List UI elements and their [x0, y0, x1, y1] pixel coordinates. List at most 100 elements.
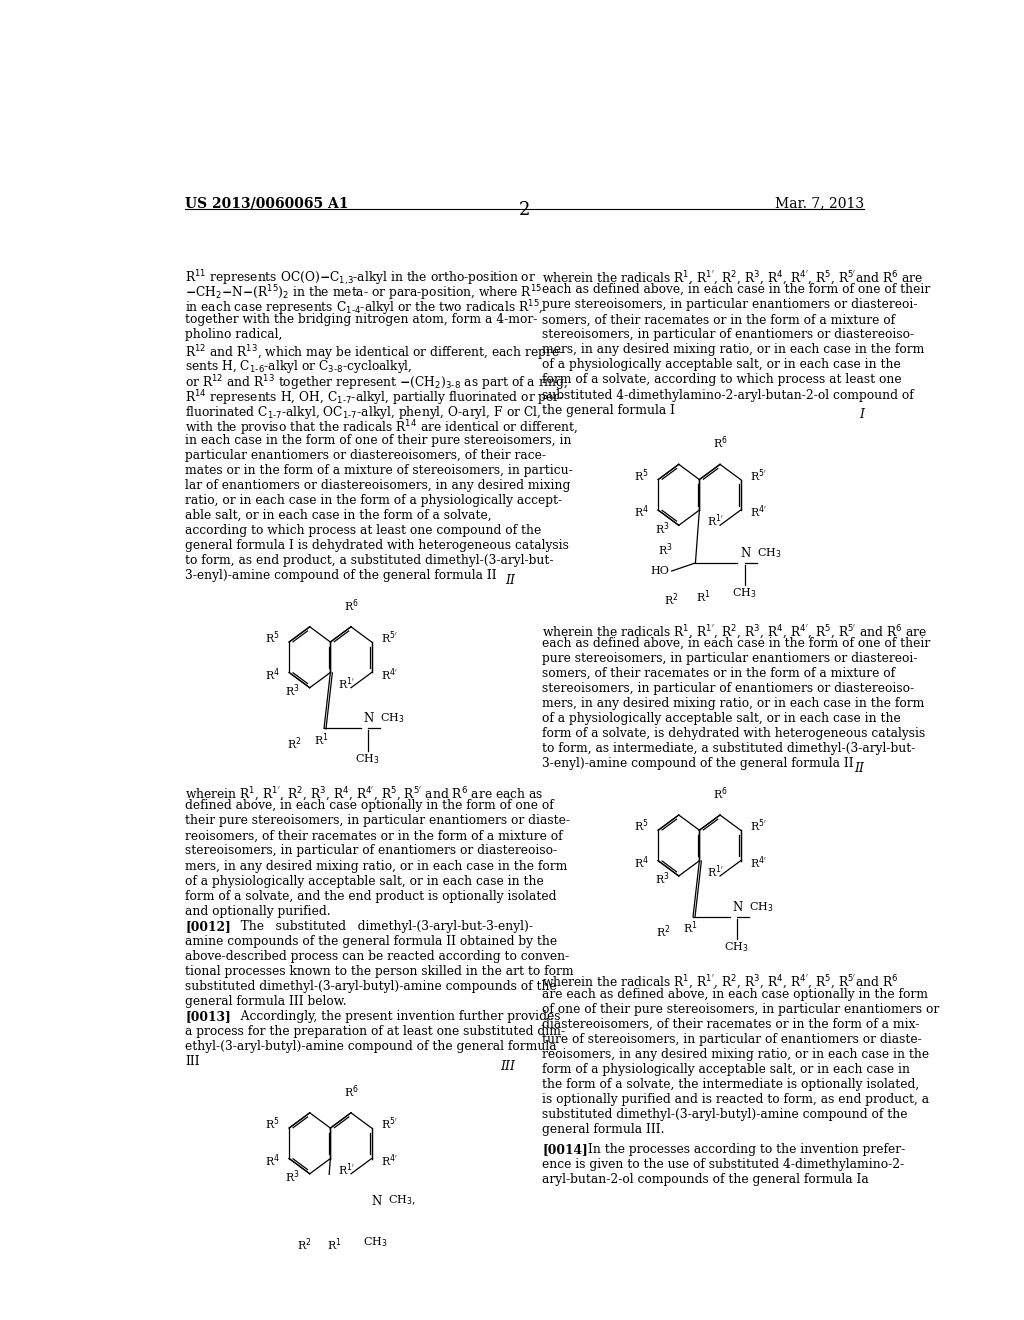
Text: of a physiologically acceptable salt, or in each case in the: of a physiologically acceptable salt, or…: [543, 359, 901, 371]
Text: R$^{5'}$: R$^{5'}$: [381, 1115, 398, 1133]
Text: somers, of their racemates or in the form of a mixture of: somers, of their racemates or in the for…: [543, 313, 895, 326]
Text: CH$_3$: CH$_3$: [364, 1234, 388, 1249]
Text: [0012]: [0012]: [185, 920, 230, 933]
Text: R$^{5'}$: R$^{5'}$: [751, 818, 767, 834]
Text: R$^{4'}$: R$^{4'}$: [381, 667, 398, 682]
Text: of one of their pure stereoisomers, in particular enantiomers or: of one of their pure stereoisomers, in p…: [543, 1003, 939, 1015]
Text: diastereoisomers, of their racemates or in the form of a mix-: diastereoisomers, of their racemates or …: [543, 1018, 920, 1031]
Text: R$^2$: R$^2$: [665, 591, 679, 609]
Text: R$^4$: R$^4$: [264, 667, 280, 682]
Text: III: III: [185, 1055, 200, 1068]
Text: $\mathbf{-}$CH$_2$$\mathbf{-}$N$\mathbf{-}$(R$^{15}$)$_2$ in the meta- or para-p: $\mathbf{-}$CH$_2$$\mathbf{-}$N$\mathbf{…: [185, 284, 543, 302]
Text: R$^1$: R$^1$: [696, 589, 711, 605]
Text: to form, as intermediate, a substituted dimethyl-(3-aryl-but-: to form, as intermediate, a substituted …: [543, 742, 915, 755]
Text: of a physiologically acceptable salt, or in each case in the: of a physiologically acceptable salt, or…: [543, 711, 901, 725]
Text: pure stereoisomers, in particular enantiomers or diastereoi-: pure stereoisomers, in particular enanti…: [543, 298, 918, 312]
Text: R$^2$: R$^2$: [656, 924, 671, 940]
Text: III: III: [501, 1060, 515, 1073]
Text: R$^1$: R$^1$: [314, 731, 329, 748]
Text: R$^{12}$ and R$^{13}$, which may be identical or different, each repre-: R$^{12}$ and R$^{13}$, which may be iden…: [185, 343, 564, 363]
Text: according to which process at least one compound of the: according to which process at least one …: [185, 524, 542, 537]
Text: lar of enantiomers or diastereoisomers, in any desired mixing: lar of enantiomers or diastereoisomers, …: [185, 479, 570, 492]
Text: ratio, or in each case in the form of a physiologically accept-: ratio, or in each case in the form of a …: [185, 494, 562, 507]
Text: reoisomers, of their racemates or in the form of a mixture of: reoisomers, of their racemates or in the…: [185, 829, 563, 842]
Text: able salt, or in each case in the form of a solvate,: able salt, or in each case in the form o…: [185, 508, 492, 521]
Text: Accordingly, the present invention further provides: Accordingly, the present invention furth…: [228, 1010, 560, 1023]
Text: defined above, in each case optionally in the form of one of: defined above, in each case optionally i…: [185, 800, 554, 812]
Text: 3-enyl)-amine compound of the general formula II: 3-enyl)-amine compound of the general fo…: [543, 758, 854, 771]
Text: ethyl-(3-aryl-butyl)-amine compound of the general formula: ethyl-(3-aryl-butyl)-amine compound of t…: [185, 1040, 557, 1053]
Text: mates or in the form of a mixture of stereoisomers, in particu-: mates or in the form of a mixture of ste…: [185, 463, 572, 477]
Text: N: N: [740, 546, 751, 560]
Text: II: II: [854, 762, 864, 775]
Text: the form of a solvate, the intermediate is optionally isolated,: the form of a solvate, the intermediate …: [543, 1078, 920, 1090]
Text: in each case in the form of one of their pure stereoisomers, in: in each case in the form of one of their…: [185, 434, 571, 446]
Text: substituted 4-dimethylamino-2-aryl-butan-2-ol compound of: substituted 4-dimethylamino-2-aryl-butan…: [543, 388, 914, 401]
Text: CH$_3$: CH$_3$: [724, 940, 749, 954]
Text: R$^3$: R$^3$: [654, 520, 670, 537]
Text: sents H, C$_{1\text{-}6}$-alkyl or C$_{3\text{-}8}$-cycloalkyl,: sents H, C$_{1\text{-}6}$-alkyl or C$_{3…: [185, 359, 413, 375]
Text: US 2013/0060065 A1: US 2013/0060065 A1: [185, 195, 348, 210]
Text: form of a physiologically acceptable salt, or in each case in: form of a physiologically acceptable sal…: [543, 1063, 910, 1076]
Text: form of a solvate, and the end product is optionally isolated: form of a solvate, and the end product i…: [185, 890, 557, 903]
Text: R$^{5'}$: R$^{5'}$: [381, 630, 398, 645]
Text: fluorinated C$_{1\text{-}7}$-alkyl, OC$_{1\text{-}7}$-alkyl, phenyl, O-aryl, F o: fluorinated C$_{1\text{-}7}$-alkyl, OC$_…: [185, 404, 542, 421]
Text: R$^5$: R$^5$: [634, 467, 648, 484]
Text: R$^6$: R$^6$: [344, 597, 358, 614]
Text: [0014]: [0014]: [543, 1143, 588, 1156]
Text: R$^3$: R$^3$: [286, 682, 300, 700]
Text: I: I: [859, 408, 864, 421]
Text: reoisomers, in any desired mixing ratio, or in each case in the: reoisomers, in any desired mixing ratio,…: [543, 1048, 930, 1061]
Text: the general formula I: the general formula I: [543, 404, 675, 417]
Text: wherein the radicals R$^1$, R$^{1'}$, R$^2$, R$^3$, R$^4$, R$^{4'}$, R$^5$, R$^{: wherein the radicals R$^1$, R$^{1'}$, R$…: [543, 622, 927, 640]
Text: CH$_3$,: CH$_3$,: [388, 1193, 416, 1208]
Text: is optionally purified and is reacted to form, as end product, a: is optionally purified and is reacted to…: [543, 1093, 930, 1106]
Text: CH$_3$: CH$_3$: [355, 752, 380, 766]
Text: CH$_3$: CH$_3$: [758, 546, 782, 560]
Text: N: N: [364, 713, 374, 726]
Text: CH$_3$: CH$_3$: [380, 711, 404, 726]
Text: R$^{11}$ represents OC(O)$\mathbf{-}$C$_{1{,}3}$-alkyl in the ortho-position or: R$^{11}$ represents OC(O)$\mathbf{-}$C$_…: [185, 268, 537, 288]
Text: above-described process can be reacted according to conven-: above-described process can be reacted a…: [185, 950, 569, 962]
Text: HO: HO: [650, 566, 670, 576]
Text: substituted dimethyl-(3-aryl-butyl)-amine compounds of the: substituted dimethyl-(3-aryl-butyl)-amin…: [185, 979, 557, 993]
Text: R$^1$: R$^1$: [327, 1237, 342, 1254]
Text: tional processes known to the person skilled in the art to form: tional processes known to the person ski…: [185, 965, 573, 978]
Text: R$^5$: R$^5$: [265, 630, 280, 647]
Text: pholino radical,: pholino radical,: [185, 329, 283, 342]
Text: form of a solvate, according to which process at least one: form of a solvate, according to which pr…: [543, 374, 902, 387]
Text: mers, in any desired mixing ratio, or in each case in the form: mers, in any desired mixing ratio, or in…: [543, 343, 925, 356]
Text: R$^4$: R$^4$: [264, 1152, 280, 1170]
Text: R$^{1'}$: R$^{1'}$: [708, 513, 724, 529]
Text: general formula I is dehydrated with heterogeneous catalysis: general formula I is dehydrated with het…: [185, 539, 569, 552]
Text: CH$_3$: CH$_3$: [732, 586, 757, 601]
Text: pure stereoisomers, in particular enantiomers or diastereoi-: pure stereoisomers, in particular enanti…: [543, 652, 918, 665]
Text: somers, of their racemates or in the form of a mixture of: somers, of their racemates or in the for…: [543, 667, 895, 680]
Text: R$^{4'}$: R$^{4'}$: [381, 1152, 398, 1168]
Text: wherein the radicals R$^1$, R$^{1'}$, R$^2$, R$^3$, R$^4$, R$^{4'}$, R$^5$, R$^{: wherein the radicals R$^1$, R$^{1'}$, R$…: [543, 973, 899, 990]
Text: Mar. 7, 2013: Mar. 7, 2013: [775, 195, 864, 210]
Text: R$^{5'}$: R$^{5'}$: [751, 467, 767, 483]
Text: R$^5$: R$^5$: [265, 1115, 280, 1133]
Text: ence is given to the use of substituted 4-dimethylamino-2-: ence is given to the use of substituted …: [543, 1158, 904, 1171]
Text: mers, in any desired mixing ratio, or in each case in the form: mers, in any desired mixing ratio, or in…: [543, 697, 925, 710]
Text: in each case represents C$_{1\text{-}4}$-alkyl or the two radicals R$^{15}$,: in each case represents C$_{1\text{-}4}$…: [185, 298, 544, 318]
Text: R$^4$: R$^4$: [634, 854, 648, 871]
Text: In the processes according to the invention prefer-: In the processes according to the invent…: [588, 1143, 905, 1156]
Text: general formula III below.: general formula III below.: [185, 995, 347, 1008]
Text: a process for the preparation of at least one substituted dim-: a process for the preparation of at leas…: [185, 1026, 565, 1038]
Text: N: N: [733, 900, 743, 913]
Text: R$^6$: R$^6$: [713, 434, 727, 451]
Text: together with the bridging nitrogen atom, form a 4-mor-: together with the bridging nitrogen atom…: [185, 313, 538, 326]
Text: wherein the radicals R$^1$, R$^{1'}$, R$^2$, R$^3$, R$^4$, R$^{4'}$, R$^5$, R$^{: wherein the radicals R$^1$, R$^{1'}$, R$…: [543, 268, 924, 286]
Text: each as defined above, in each case in the form of one of their: each as defined above, in each case in t…: [543, 284, 931, 296]
Text: R$^6$: R$^6$: [713, 785, 727, 801]
Text: stereoisomers, in particular of enantiomers or diastereoiso-: stereoisomers, in particular of enantiom…: [543, 682, 914, 696]
Text: ture of stereoisomers, in particular of enantiomers or diaste-: ture of stereoisomers, in particular of …: [543, 1032, 922, 1045]
Text: R$^3$: R$^3$: [657, 541, 673, 558]
Text: R$^3$: R$^3$: [654, 871, 670, 887]
Text: stereoisomers, in particular of enantiomers or diastereoiso-: stereoisomers, in particular of enantiom…: [543, 329, 914, 342]
Text: amine compounds of the general formula II obtained by the: amine compounds of the general formula I…: [185, 935, 557, 948]
Text: 2: 2: [519, 201, 530, 219]
Text: R$^{1'}$: R$^{1'}$: [338, 676, 355, 692]
